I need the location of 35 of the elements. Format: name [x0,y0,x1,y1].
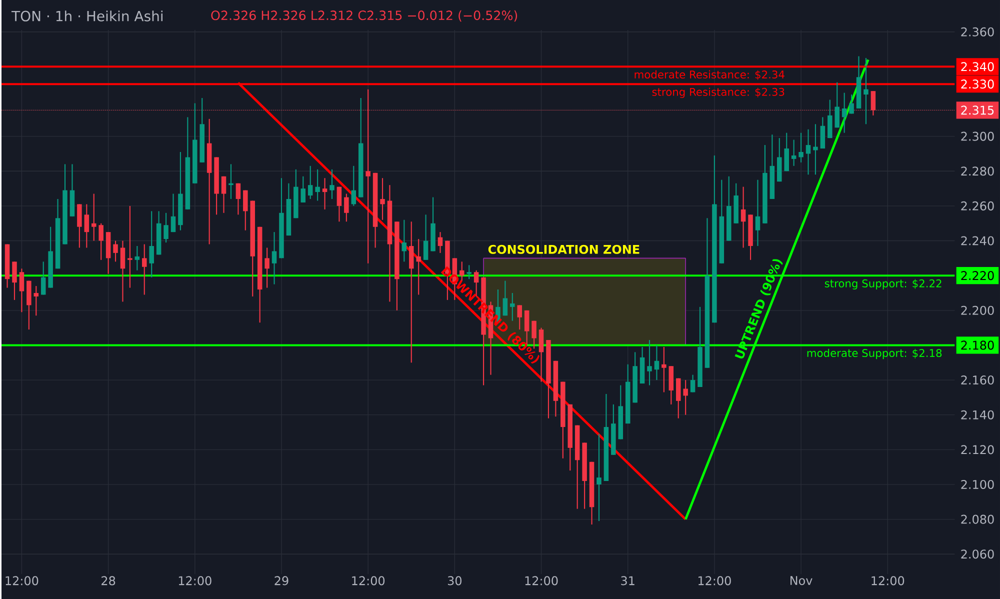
x-tick-label: 12:00 [525,576,558,586]
ref-line-label: moderate Support: $2.18 [807,348,942,360]
x-tick-label: 30 [448,576,462,586]
y-tick-label: 2.315 [961,106,994,115]
ref-line-label: strong Support: $2.22 [824,279,942,290]
x-tick-label: 12:00 [872,576,904,586]
y-tick-label: 2.160 [961,375,994,385]
y-tick-label: 2.120 [961,445,994,454]
x-tick-label: Nov [790,576,812,586]
y-tick-label: 2.220 [961,271,994,280]
x-tick-label: 12:00 [178,576,212,586]
chart-title: TON · 1h · Heikin Ashi [11,10,162,22]
y-tick-label: 2.280 [961,166,994,176]
y-tick-label: 2.240 [961,236,994,246]
y-tick-label: 2.140 [961,410,994,420]
y-tick-label: 2.260 [961,201,994,210]
y-tick-label: 2.080 [961,514,994,524]
x-tick-label: 12:00 [6,576,38,586]
x-tick-label: 29 [274,576,288,586]
ref-line-label: strong Resistance: $2.33 [652,88,784,98]
x-tick-label: 12:00 [698,576,731,586]
annotation: CONSOLIDATION ZONE [488,244,640,254]
y-tick-label: 2.180 [961,340,994,350]
x-tick-label: 28 [102,576,116,586]
x-tick-label: 12:00 [352,576,385,586]
x-tick-label: 31 [621,576,634,586]
y-tick-label: 2.200 [961,306,994,315]
y-tick-label: 2.100 [961,480,994,489]
y-tick-label: 2.060 [961,550,994,559]
y-tick-label: 2.360 [961,27,994,36]
chart-subtitle: O2.326 H2.326 L2.312 C2.315 −0.012 (−0.52%) [211,10,518,22]
ref-line-label: moderate Resistance: $2.34 [634,70,784,80]
y-tick-label: 2.340 [961,62,994,72]
y-tick-label: 2.330 [961,80,994,89]
y-tick-label: 2.300 [961,132,994,141]
